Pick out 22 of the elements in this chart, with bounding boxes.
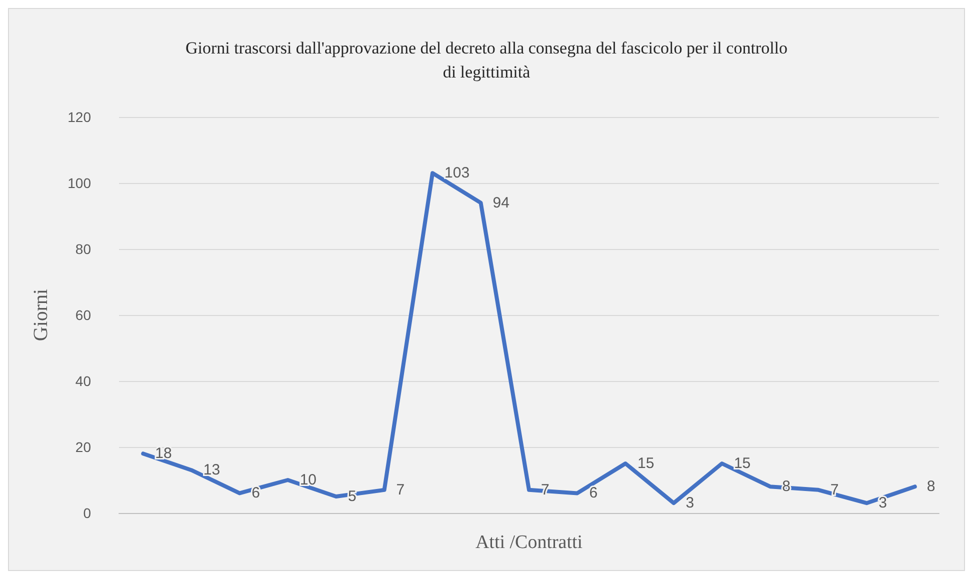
- data-label: 8: [926, 478, 936, 496]
- y-tick-label: 60: [75, 307, 92, 323]
- y-tick-label: 120: [68, 109, 92, 125]
- y-tick-label: 20: [75, 439, 92, 455]
- data-label: 3: [878, 494, 887, 512]
- y-tick-label: 40: [75, 373, 92, 389]
- data-label: 15: [734, 455, 751, 472]
- chart-title: Giorni trascorsi dall'approvazione del decreto alla consegna del fascicolo per il controllo di legittimità: [185, 38, 788, 82]
- data-label: 15: [637, 455, 654, 472]
- y-axis-title: Giorni: [30, 288, 52, 342]
- data-label: 94: [492, 194, 510, 212]
- data-label: 3: [686, 494, 694, 512]
- data-label: 10: [300, 472, 317, 488]
- data-label: 18: [155, 445, 172, 462]
- y-tick-label: 0: [83, 505, 92, 521]
- x-axis-title: Atti /Contratti: [475, 532, 583, 553]
- data-label: 6: [589, 484, 598, 502]
- data-label: 103: [444, 164, 470, 182]
- y-tick-label: 80: [75, 241, 92, 257]
- y-tick-label: 100: [68, 175, 92, 191]
- data-label: 13: [203, 462, 220, 479]
- data-label: 7: [396, 481, 405, 498]
